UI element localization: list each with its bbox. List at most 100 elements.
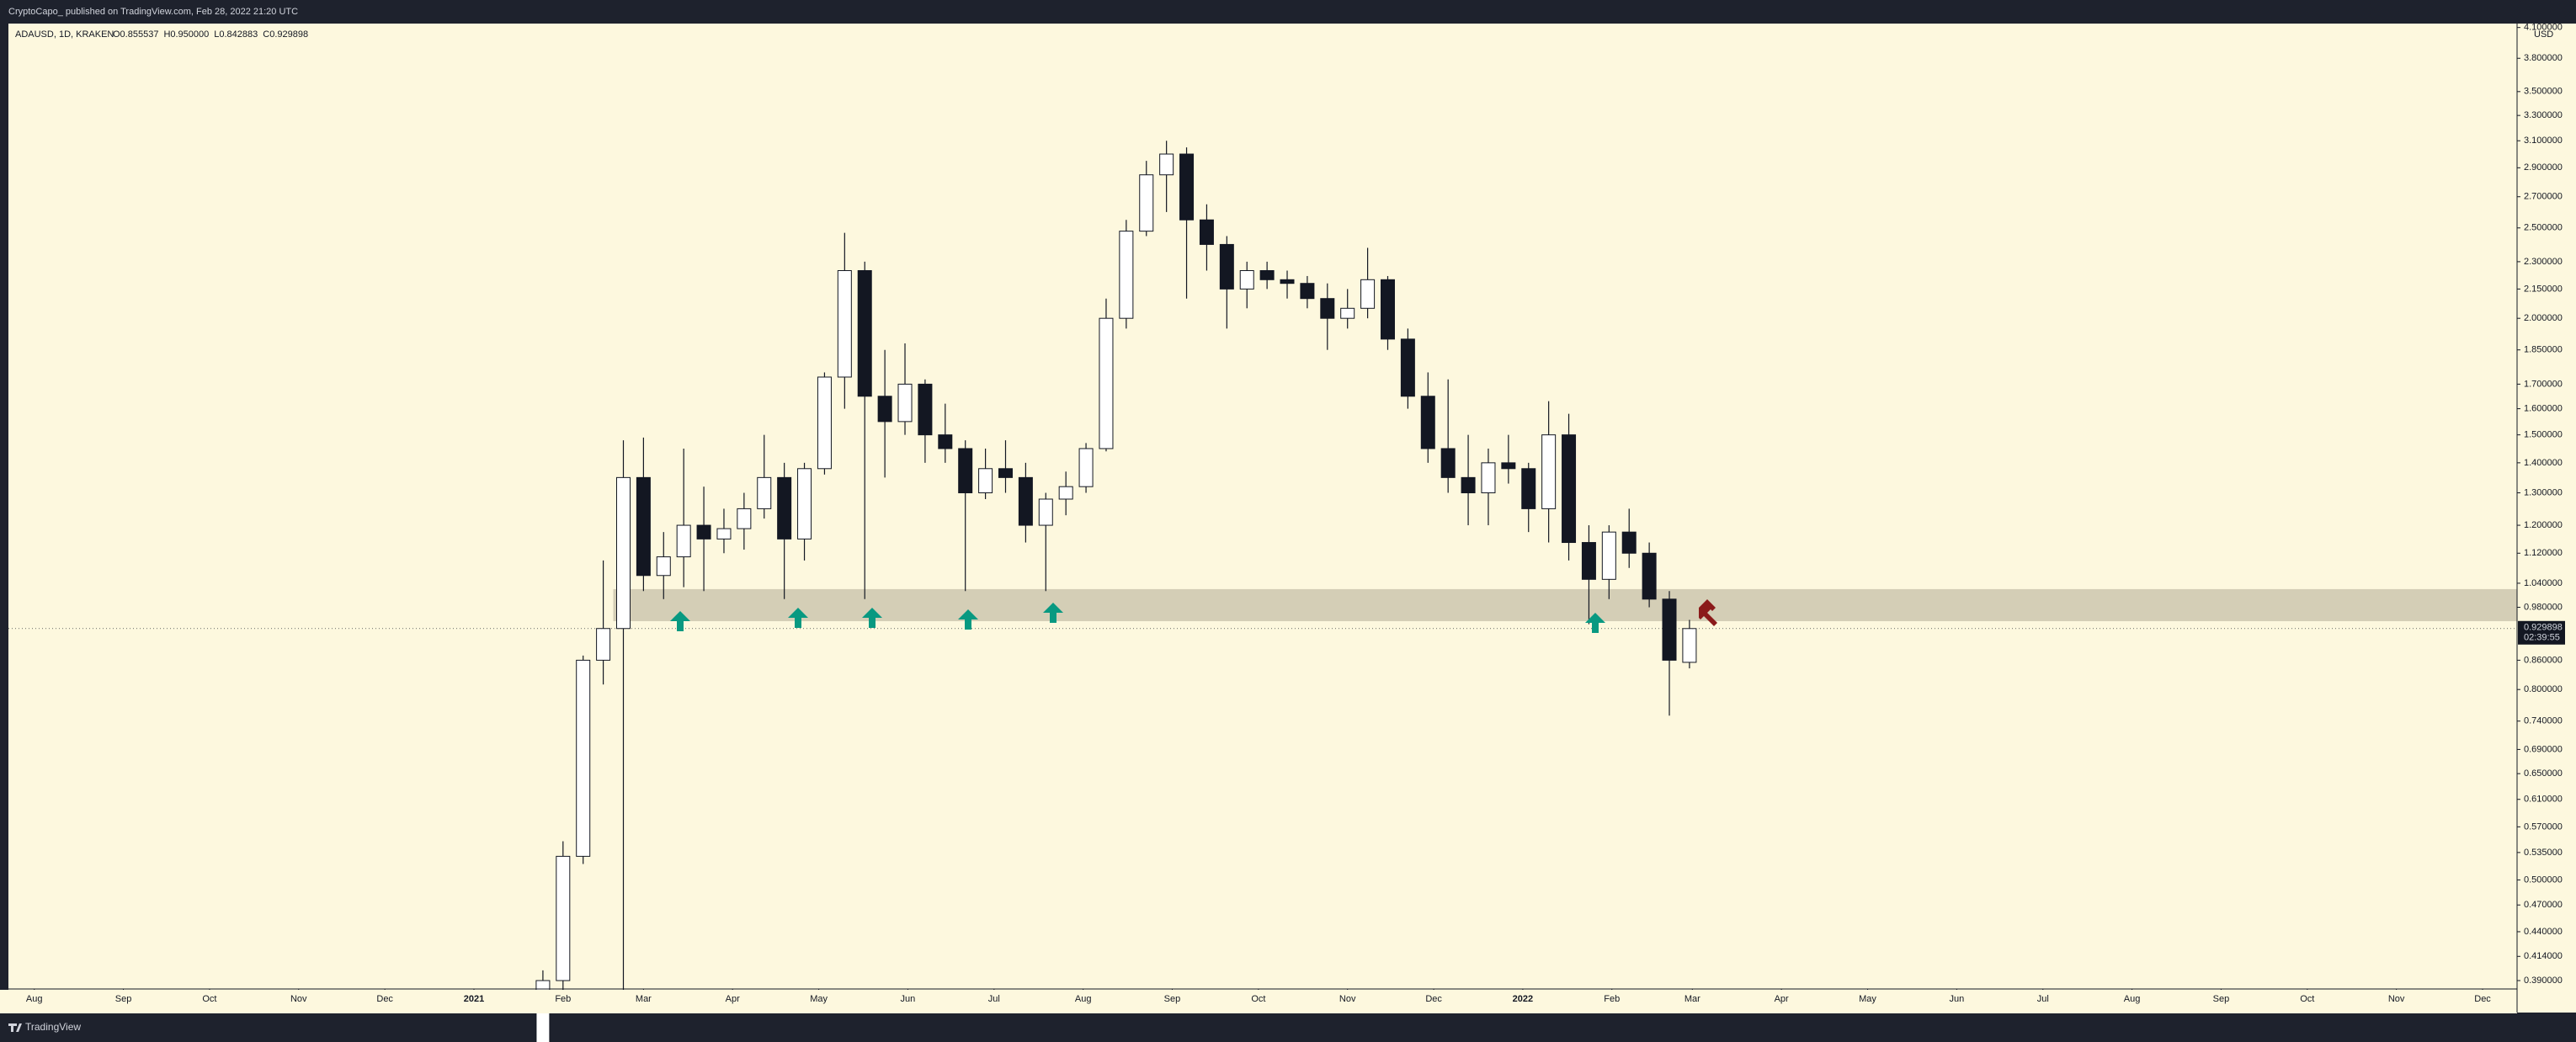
- candle-body: [1058, 486, 1073, 500]
- y-tick-label: 1.500000: [2524, 430, 2563, 440]
- arrow: [958, 609, 978, 630]
- candle-body: [636, 476, 651, 577]
- y-tick-label: 1.700000: [2524, 379, 2563, 389]
- hammer: [1699, 599, 1717, 626]
- candle-body: [958, 448, 973, 494]
- candle-body: [1219, 243, 1234, 290]
- top-bar: [0, 0, 2576, 24]
- y-tick-label: 3.300000: [2524, 110, 2563, 120]
- candle-body: [615, 476, 631, 630]
- symbol: ADAUSD, 1D, KRAKEN: [15, 29, 114, 40]
- candle-body: [1682, 628, 1697, 663]
- x-tick-label: Jun: [901, 994, 916, 1004]
- y-tick-label: 0.414000: [2524, 951, 2563, 961]
- countdown: 02:39:55: [2524, 633, 2560, 643]
- x-tick-label: Nov: [290, 994, 307, 1004]
- y-tick-label: 4.100000: [2524, 23, 2563, 33]
- candle-body: [556, 855, 571, 981]
- x-tick-label: Dec: [376, 994, 393, 1004]
- candle-body: [1461, 476, 1476, 494]
- candle-body: [1078, 448, 1094, 487]
- candle-body: [1280, 279, 1295, 284]
- candle-body: [1018, 476, 1033, 526]
- brand-logo: [8, 1023, 22, 1032]
- x-tick-label: Sep: [1164, 994, 1181, 1004]
- y-tick-label: 1.200000: [2524, 520, 2563, 530]
- candle-body: [1199, 219, 1214, 245]
- candle-body: [1038, 498, 1053, 526]
- candle-body: [596, 628, 611, 661]
- candle-body: [1601, 531, 1616, 580]
- x-tick-label: Apr: [726, 994, 740, 1004]
- candle-body: [1300, 283, 1315, 300]
- y-tick-label: 2.300000: [2524, 257, 2563, 267]
- last-price-label: 0.929898: [2524, 623, 2563, 633]
- y-tick-label: 0.470000: [2524, 900, 2563, 910]
- hammer-icon: [1699, 599, 1717, 626]
- candle-body: [1581, 542, 1596, 580]
- candle-body: [1119, 231, 1134, 319]
- candle-body: [1662, 598, 1677, 661]
- y-tick-label: 3.100000: [2524, 136, 2563, 146]
- plot: 4.100000 3.800000 3.500000 3.300000 3.100000…: [0, 23, 2565, 1042]
- x-tick-label: 2022: [1513, 994, 1533, 1004]
- candle-body: [1320, 298, 1335, 319]
- arrow: [862, 608, 882, 628]
- x-tick-label: Aug: [26, 994, 43, 1004]
- x-tick-label: May: [1859, 994, 1876, 1004]
- last-price-box: [2518, 620, 2565, 645]
- y-tick-label: 1.850000: [2524, 345, 2563, 355]
- y-tick-label: 1.120000: [2524, 548, 2563, 558]
- x-tick-label: Jul: [988, 994, 1000, 1004]
- x-tick-label: Oct: [202, 994, 216, 1004]
- ohlc-value: H0.950000: [163, 29, 209, 40]
- y-tick-label: 0.570000: [2524, 821, 2563, 832]
- candle-body: [1521, 468, 1536, 509]
- candle-body: [1642, 552, 1657, 600]
- candle-body: [576, 659, 591, 857]
- y-tick-label: 0.390000: [2524, 976, 2563, 986]
- candle-body: [918, 383, 933, 436]
- y-tick-label: 1.040000: [2524, 578, 2563, 588]
- x-tick-label: Sep: [115, 994, 132, 1004]
- currency: USD: [2534, 29, 2553, 40]
- y-tick-label: 2.000000: [2524, 313, 2563, 323]
- candle-body: [1340, 307, 1355, 319]
- x-tick-label: Feb: [555, 994, 571, 1004]
- candle-body: [998, 468, 1013, 478]
- arrow: [670, 611, 690, 631]
- candle-body: [656, 556, 671, 577]
- candle-body: [1239, 269, 1254, 290]
- candle-body: [1179, 153, 1195, 221]
- ohlc-value: O0.855537: [113, 29, 158, 40]
- candle-body: [1420, 396, 1435, 449]
- x-tick-label: Mar: [1685, 994, 1700, 1004]
- candle-body: [716, 528, 732, 540]
- candle-body: [1541, 434, 1557, 509]
- support-zone: [613, 588, 2517, 622]
- support-arrows: [670, 603, 1605, 633]
- candle-body: [676, 524, 691, 558]
- x-tick-label: Nov: [2388, 994, 2405, 1004]
- candle-body: [1360, 279, 1376, 309]
- candle-body: [1501, 462, 1516, 470]
- x-tick-label: Oct: [1251, 994, 1265, 1004]
- x-tick-label: Dec: [1425, 994, 1442, 1004]
- x-tick-label: May: [810, 994, 828, 1004]
- y-tick-label: 0.740000: [2524, 716, 2563, 726]
- y-tick-label: 1.300000: [2524, 487, 2563, 497]
- axis-mask: [0, 990, 2517, 1013]
- y-tick-label: 0.610000: [2524, 795, 2563, 805]
- y-tick-label: 1.600000: [2524, 403, 2563, 413]
- candle-body: [897, 383, 913, 423]
- y-tick-label: 0.440000: [2524, 927, 2563, 937]
- arrow: [1585, 613, 1605, 633]
- x-tick-label: Oct: [2300, 994, 2314, 1004]
- candle-body: [1440, 448, 1456, 478]
- brand: TradingView: [25, 1021, 81, 1033]
- arrow: [1043, 603, 1063, 623]
- bottom-bar: [0, 1014, 2576, 1042]
- publish-info: CryptoCapo_ published on TradingView.com…: [8, 7, 298, 17]
